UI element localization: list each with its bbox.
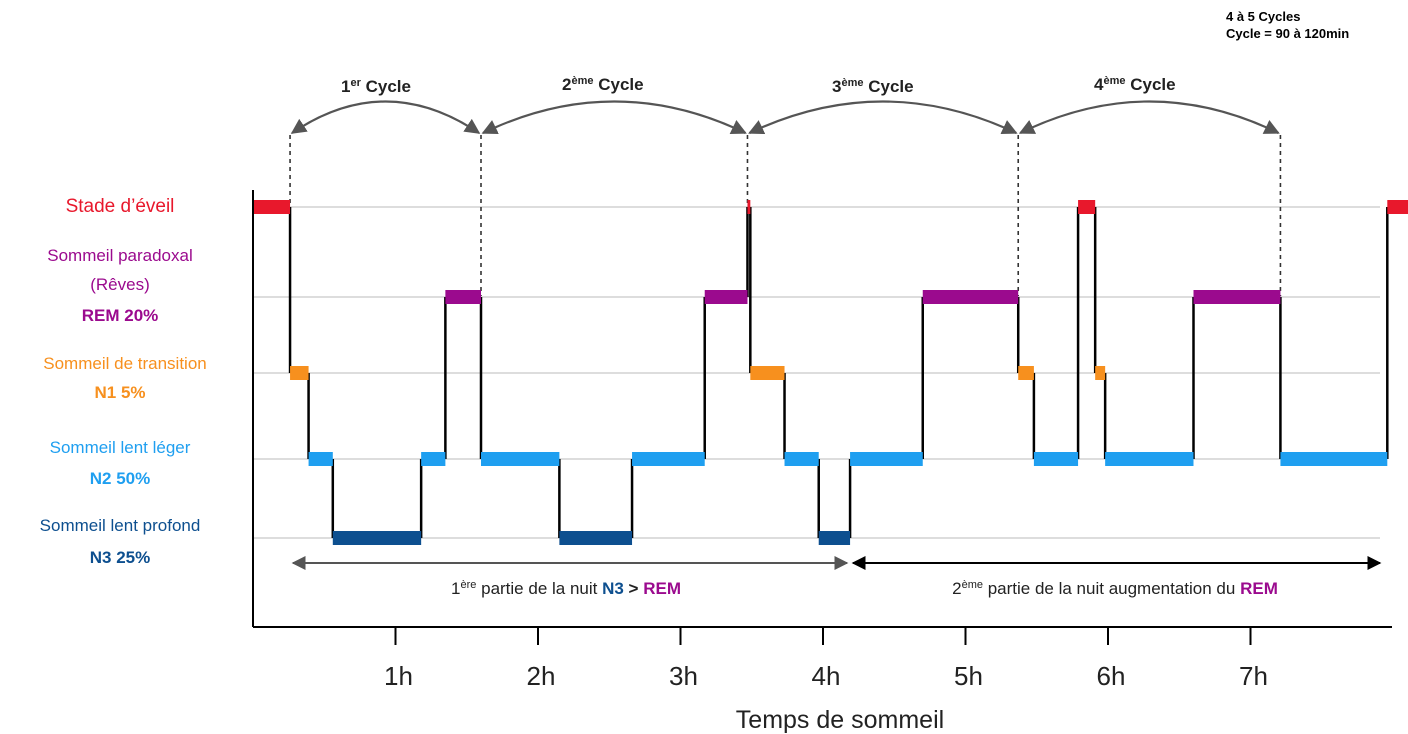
x-tick-label: 3h (669, 661, 698, 691)
cycle-arrow (481, 100, 747, 134)
stage-pct-n2: N2 50% (90, 469, 150, 488)
cycle-arrow (1018, 100, 1280, 134)
cycle-title-1: 1er Cycle (341, 77, 411, 96)
stage-bar-wake (1078, 200, 1096, 214)
stage-pct-rem: REM 20% (82, 306, 159, 325)
second-part-label: 2ème partie de la nuit augmentation du R… (952, 579, 1278, 598)
stage-bar-n3 (332, 531, 422, 545)
stage-bar-n2 (308, 452, 333, 466)
stage-bar-wake (747, 200, 751, 214)
x-axis-label: Temps de sommeil (736, 706, 944, 734)
stage-label-n2: Sommeil lent léger (50, 438, 191, 457)
stage-label-rem-dreams: (Rêves) (90, 275, 150, 294)
stage-label-rem: Sommeil paradoxal (47, 246, 193, 265)
stage-bar-n3 (818, 531, 851, 545)
stage-bar-wake (1387, 200, 1408, 214)
first-part-label: 1ère partie de la nuit N3 > REM (451, 579, 681, 598)
stage-bar-n1 (750, 366, 785, 380)
stage-bar-n2 (1280, 452, 1388, 466)
cycle-markers (289, 100, 1282, 296)
cycle-title-4: 4ème Cycle (1094, 75, 1176, 94)
stage-bar-n2 (784, 452, 819, 466)
cycle-title-2: 2ème Cycle (562, 75, 644, 94)
stage-bar-n2 (421, 452, 446, 466)
x-tick-label: 1h (384, 661, 413, 691)
stage-bar-n3 (559, 531, 633, 545)
stage-bar-wake (253, 200, 291, 214)
stage-pct-n1: N1 5% (94, 383, 145, 402)
stage-bar-n2 (632, 452, 705, 466)
cycle-duration-text: Cycle = 90 à 120min (1226, 26, 1349, 41)
x-axis-ticks: 1h 2h 3h 4h 5h 6h 7h (384, 627, 1268, 691)
stage-bar-n1 (1095, 366, 1106, 380)
stage-bar-rem (1193, 290, 1281, 304)
stage-bar-n1 (290, 366, 309, 380)
cycle-title-3: 3ème Cycle (832, 77, 914, 96)
stage-bar-n2 (1033, 452, 1079, 466)
stage-bar-rem (704, 290, 748, 304)
hypnogram-trace (253, 200, 1408, 545)
stage-bar-rem (445, 290, 481, 304)
stage-pct-n3: N3 25% (90, 548, 150, 567)
x-tick-label: 2h (527, 661, 556, 691)
cycle-arrow (748, 100, 1018, 135)
x-tick-label: 7h (1239, 661, 1268, 691)
stage-bar-n2 (850, 452, 923, 466)
cycles-count-text: 4 à 5 Cycles (1226, 9, 1300, 24)
cycle-arrow (290, 100, 481, 134)
stage-label-n1: Sommeil de transition (43, 354, 206, 373)
stage-bar-n2 (1105, 452, 1194, 466)
stage-bar-n2 (481, 452, 560, 466)
stage-label-wake: Stade d’éveil (66, 196, 175, 217)
stage-bar-n1 (1018, 366, 1034, 380)
x-tick-label: 5h (954, 661, 983, 691)
x-tick-label: 6h (1097, 661, 1126, 691)
x-tick-label: 4h (812, 661, 841, 691)
stage-bar-rem (922, 290, 1019, 304)
stage-label-n3: Sommeil lent profond (40, 516, 201, 535)
